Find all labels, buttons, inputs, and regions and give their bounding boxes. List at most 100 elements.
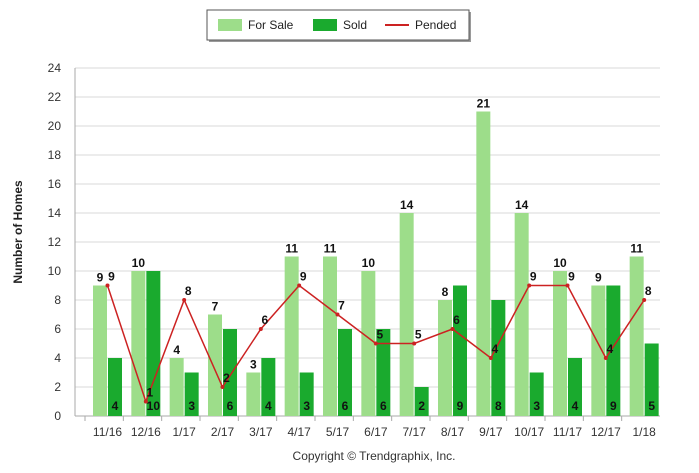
x-tick-label: 8/17 (441, 425, 465, 439)
y-tick-label: 6 (54, 322, 61, 336)
label-for-sale: 11 (324, 242, 337, 256)
label-sold: 6 (342, 399, 349, 413)
label-for-sale: 14 (515, 198, 529, 212)
legend-label: For Sale (248, 18, 294, 32)
legend-label: Sold (343, 18, 367, 32)
label-for-sale: 10 (132, 256, 146, 270)
label-pended: 1 (146, 386, 153, 400)
pended-point (527, 284, 531, 288)
label-pended: 4 (491, 342, 498, 356)
pended-point (106, 284, 110, 288)
y-tick-label: 16 (48, 177, 62, 191)
x-tick-label: 9/17 (479, 425, 503, 439)
pended-point (374, 342, 378, 346)
label-pended: 5 (376, 328, 383, 342)
x-tick-label: 4/17 (287, 425, 311, 439)
x-tick-label: 1/18 (632, 425, 656, 439)
pended-point (182, 298, 186, 302)
y-axis-title: Number of Homes (11, 180, 25, 284)
bar-for-sale (630, 257, 644, 417)
bar-for-sale (323, 257, 337, 417)
y-tick-label: 14 (48, 206, 62, 220)
label-pended: 6 (453, 313, 460, 327)
label-sold: 5 (648, 399, 655, 413)
copyright-text: Copyright © Trendgraphix, Inc. (293, 449, 456, 463)
legend: For Sale Sold Pended (207, 10, 471, 42)
label-for-sale: 21 (477, 97, 491, 111)
pended-point (221, 385, 225, 389)
pended-point (412, 342, 416, 346)
legend-swatch (218, 19, 242, 31)
label-pended: 8 (645, 284, 652, 298)
label-sold: 8 (495, 399, 502, 413)
x-tick-label: 12/17 (591, 425, 621, 439)
x-tick-label: 2/17 (211, 425, 235, 439)
bar-for-sale (438, 300, 452, 416)
label-for-sale: 7 (212, 300, 219, 314)
y-tick-label: 4 (54, 351, 61, 365)
pended-point (489, 356, 493, 360)
bars (93, 112, 659, 417)
label-sold: 9 (457, 399, 464, 413)
bar-for-sale (476, 112, 490, 417)
label-pended: 6 (261, 313, 268, 327)
label-sold: 6 (380, 399, 387, 413)
x-axis-ticks: 11/16 12/16 1/17 2/17 3/17 4/17 5/17 6/17 7/17 8/… (85, 416, 656, 439)
label-sold: 3 (533, 399, 540, 413)
y-tick-label: 24 (48, 61, 62, 75)
y-tick-label: 2 (54, 380, 61, 394)
y-tick-label: 0 (54, 409, 61, 423)
label-for-sale: 4 (173, 343, 180, 357)
label-pended: 4 (606, 342, 613, 356)
y-tick-label: 20 (48, 119, 62, 133)
label-for-sale: 8 (442, 285, 449, 299)
label-for-sale: 14 (400, 198, 414, 212)
pended-point (336, 313, 340, 317)
label-sold: 3 (188, 399, 195, 413)
bar-for-sale (400, 213, 414, 416)
label-for-sale: 11 (285, 242, 298, 256)
x-tick-label: 11/17 (553, 425, 582, 439)
pended-point (642, 298, 646, 302)
label-for-sale: 10 (362, 256, 376, 270)
chart: For Sale Sold Pended 0 2 4 6 8 10 12 14 16 18 20 22 24… (0, 0, 699, 473)
label-for-sale: 3 (250, 358, 257, 372)
label-pended: 9 (530, 270, 537, 284)
pended-point (297, 284, 301, 288)
label-sold: 4 (112, 399, 119, 413)
bar-for-sale (285, 257, 299, 417)
label-pended: 9 (300, 270, 307, 284)
x-tick-label: 10/17 (514, 425, 544, 439)
pended-point (451, 327, 455, 331)
bar-for-sale (553, 271, 567, 416)
label-pended: 8 (185, 284, 192, 298)
legend-swatch (313, 19, 337, 31)
x-tick-label: 7/17 (402, 425, 426, 439)
label-for-sale: 9 (595, 271, 602, 285)
bar-sold (453, 286, 467, 417)
label-pended: 9 (568, 270, 575, 284)
x-tick-label: 5/17 (326, 425, 350, 439)
label-sold: 2 (418, 399, 425, 413)
pended-point (604, 356, 608, 360)
label-pended: 7 (338, 299, 345, 313)
x-tick-label: 6/17 (364, 425, 388, 439)
y-tick-label: 8 (54, 293, 61, 307)
bar-for-sale (591, 286, 605, 417)
x-tick-label: 11/16 (93, 425, 122, 439)
label-pended: 5 (415, 328, 422, 342)
bar-for-sale (208, 315, 222, 417)
label-sold: 10 (147, 399, 161, 413)
y-tick-label: 12 (48, 235, 62, 249)
bar-for-sale (361, 271, 375, 416)
pended-point (566, 284, 570, 288)
chart-svg: For Sale Sold Pended 024681012141618202224… (0, 0, 699, 473)
label-sold: 4 (265, 399, 272, 413)
label-sold: 3 (303, 399, 310, 413)
bar-for-sale (93, 286, 107, 417)
bar-for-sale (170, 358, 184, 416)
label-for-sale: 10 (553, 256, 567, 270)
label-pended: 2 (223, 371, 230, 385)
y-tick-label: 10 (48, 264, 62, 278)
